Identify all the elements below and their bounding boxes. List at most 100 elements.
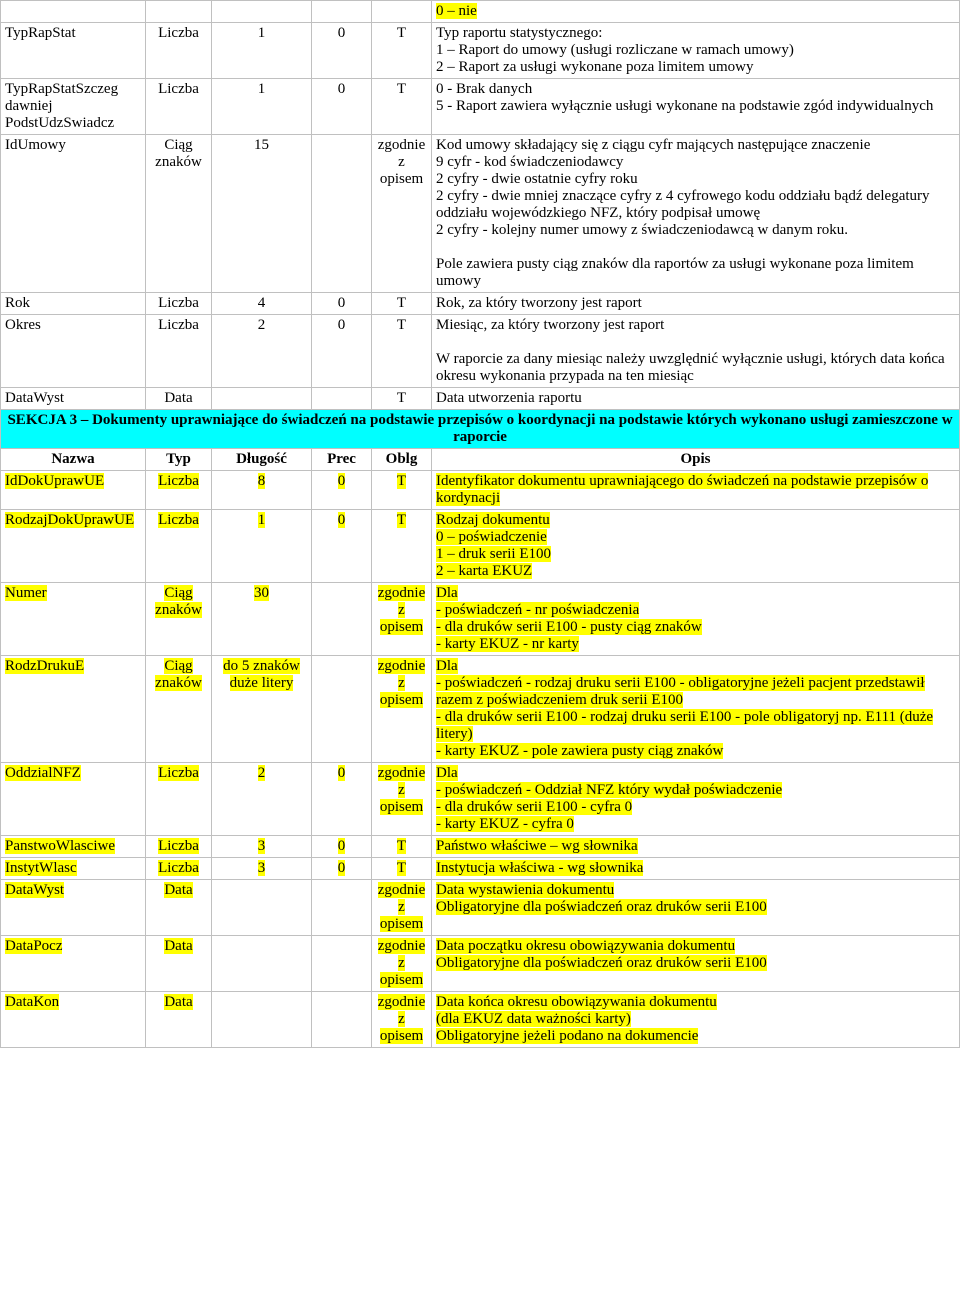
cell-name: DataKon <box>1 992 146 1048</box>
cell-type: Liczba <box>146 858 212 880</box>
cell-opis: Instytucja właściwa - wg słownika <box>432 858 960 880</box>
cell-type: Liczba <box>146 79 212 135</box>
cell-type: Data <box>146 992 212 1048</box>
cell-oblg: zgodnie z opisem <box>372 992 432 1048</box>
cell-type: Liczba <box>146 315 212 388</box>
table-row: RodzDrukuECiąg znakówdo 5 znaków duże li… <box>1 656 960 763</box>
cell-name: Rok <box>1 293 146 315</box>
cell-len: 3 <box>212 836 312 858</box>
cell-name: IdDokUprawUE <box>1 471 146 510</box>
cell-oblg: zgodnie z opisem <box>372 763 432 836</box>
cell-prec <box>312 583 372 656</box>
cell-opis: Rodzaj dokumentu0 – poświadczenie1 – dru… <box>432 510 960 583</box>
table-row: NumerCiąg znaków30zgodnie z opisemDla- p… <box>1 583 960 656</box>
cell-oblg <box>372 1 432 23</box>
cell-opis: Dla- poświadczeń - rodzaj druku serii E1… <box>432 656 960 763</box>
table-row: DataWystDatazgodnie z opisemData wystawi… <box>1 880 960 936</box>
cell-len <box>212 936 312 992</box>
column-header: Nazwa <box>1 449 146 471</box>
cell-name: TypRapStatSzczegdawniejPodstUdzSwiadcz <box>1 79 146 135</box>
cell-opis: Identyfikator dokumentu uprawniającego d… <box>432 471 960 510</box>
cell-oblg: T <box>372 471 432 510</box>
cell-name: DataPocz <box>1 936 146 992</box>
cell-prec <box>312 1 372 23</box>
cell-type: Ciąg znaków <box>146 656 212 763</box>
cell-name: RodzajDokUprawUE <box>1 510 146 583</box>
cell-oblg: T <box>372 293 432 315</box>
cell-name: InstytWlasc <box>1 858 146 880</box>
cell-opis: Miesiąc, za który tworzony jest raportW … <box>432 315 960 388</box>
cell-len: 3 <box>212 858 312 880</box>
cell-type: Liczba <box>146 471 212 510</box>
cell-len: 8 <box>212 471 312 510</box>
cell-len: 1 <box>212 510 312 583</box>
table-row: 0 – nie <box>1 1 960 23</box>
cell-oblg: zgodnie z opisem <box>372 936 432 992</box>
cell-opis: Państwo właściwe – wg słownika <box>432 836 960 858</box>
cell-prec: 0 <box>312 79 372 135</box>
cell-prec <box>312 135 372 293</box>
cell-name: Okres <box>1 315 146 388</box>
cell-type: Liczba <box>146 293 212 315</box>
cell-name: RodzDrukuE <box>1 656 146 763</box>
cell-prec <box>312 936 372 992</box>
cell-oblg: zgodnie z opisem <box>372 135 432 293</box>
cell-type: Ciąg znaków <box>146 583 212 656</box>
cell-opis: 0 - Brak danych5 - Raport zawiera wyłącz… <box>432 79 960 135</box>
table-row: DataPoczData zgodnie z opisemData początk… <box>1 936 960 992</box>
cell-opis: Dla- poświadczeń - nr poświadczenia- dla… <box>432 583 960 656</box>
section-header-row: SEKCJA 3 – Dokumenty uprawniające do świ… <box>1 410 960 449</box>
column-header: Typ <box>146 449 212 471</box>
table-row: IdDokUprawUELiczba80TIdentyfikator dokum… <box>1 471 960 510</box>
cell-len: do 5 znaków duże litery <box>212 656 312 763</box>
cell-type: Liczba <box>146 510 212 583</box>
cell-len <box>212 1 312 23</box>
cell-name: OddzialNFZ <box>1 763 146 836</box>
section-title: SEKCJA 3 – Dokumenty uprawniające do świ… <box>1 410 960 449</box>
cell-len: 15 <box>212 135 312 293</box>
cell-opis: Rok, za który tworzony jest raport <box>432 293 960 315</box>
cell-type: Data <box>146 936 212 992</box>
cell-opis: Data utworzenia raportu <box>432 388 960 410</box>
cell-prec: 0 <box>312 293 372 315</box>
cell-prec: 0 <box>312 858 372 880</box>
table-row: RokLiczba40TRok, za który tworzony jest … <box>1 293 960 315</box>
cell-oblg: T <box>372 315 432 388</box>
column-header: Prec <box>312 449 372 471</box>
cell-opis: 0 – nie <box>432 1 960 23</box>
cell-prec: 0 <box>312 471 372 510</box>
cell-type: Ciąg znaków <box>146 135 212 293</box>
cell-len <box>212 992 312 1048</box>
cell-name: Numer <box>1 583 146 656</box>
cell-len: 4 <box>212 293 312 315</box>
cell-prec: 0 <box>312 510 372 583</box>
cell-name: DataWyst <box>1 388 146 410</box>
table-row: InstytWlascLiczba30TInstytucja właściwa … <box>1 858 960 880</box>
table-row: TypRapStatSzczegdawniejPodstUdzSwiadczLi… <box>1 79 960 135</box>
column-header-row: NazwaTypDługośćPrecOblgOpis <box>1 449 960 471</box>
cell-opis: Typ raportu statystycznego:1 – Raport do… <box>432 23 960 79</box>
cell-type: Data <box>146 880 212 936</box>
cell-type <box>146 1 212 23</box>
cell-oblg: zgodnie z opisem <box>372 880 432 936</box>
cell-len: 30 <box>212 583 312 656</box>
table-row: OddzialNFZLiczba20zgodnie z opisemDla- p… <box>1 763 960 836</box>
table-row: PanstwoWlasciweLiczba30TPaństwo właściwe… <box>1 836 960 858</box>
table-row: DataWystDataTData utworzenia raportu <box>1 388 960 410</box>
cell-oblg: T <box>372 388 432 410</box>
column-header: Oblg <box>372 449 432 471</box>
cell-oblg: zgodnie z opisem <box>372 656 432 763</box>
cell-prec <box>312 880 372 936</box>
cell-name: DataWyst <box>1 880 146 936</box>
cell-type: Liczba <box>146 23 212 79</box>
cell-prec <box>312 388 372 410</box>
cell-oblg: T <box>372 836 432 858</box>
column-header: Opis <box>432 449 960 471</box>
cell-prec: 0 <box>312 836 372 858</box>
cell-opis: Data początku okresu obowiązywania dokum… <box>432 936 960 992</box>
cell-len <box>212 388 312 410</box>
cell-len: 2 <box>212 315 312 388</box>
cell-type: Liczba <box>146 763 212 836</box>
cell-name <box>1 1 146 23</box>
cell-opis: Dla- poświadczeń - Oddział NFZ który wyd… <box>432 763 960 836</box>
